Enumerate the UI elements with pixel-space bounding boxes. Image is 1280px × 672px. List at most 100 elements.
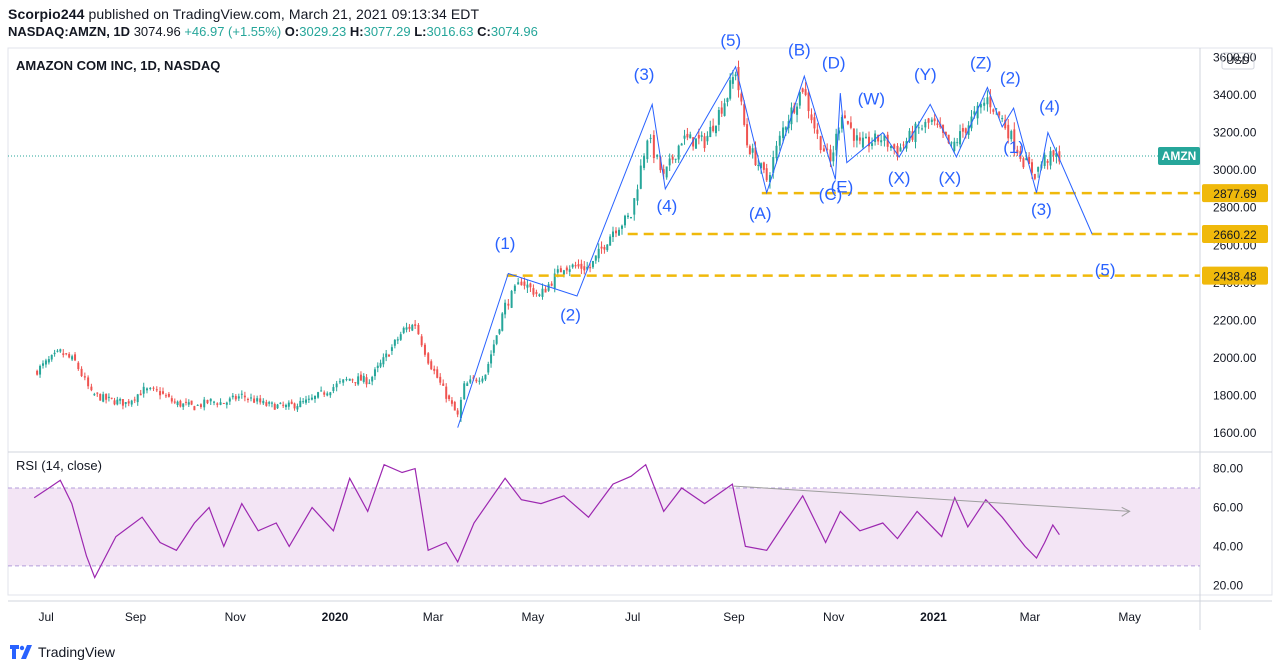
candle-body (41, 363, 44, 366)
candle-body (490, 354, 493, 364)
candle-body (883, 135, 886, 141)
candle-body (332, 387, 335, 392)
candle-body (56, 350, 59, 352)
candle-body (139, 393, 142, 396)
candle-body (498, 329, 501, 334)
candle-body (976, 105, 979, 119)
candle-body (746, 124, 749, 146)
candle-body (594, 255, 597, 261)
candle-body (382, 357, 385, 365)
candle-body (757, 164, 760, 167)
candle-body (983, 102, 986, 106)
candle-body (574, 265, 577, 267)
candle-body (317, 392, 320, 398)
candle-body (368, 382, 371, 384)
candle-body (335, 383, 338, 388)
candle-body (270, 402, 273, 404)
candle-body (1033, 173, 1036, 179)
candle-body (778, 135, 781, 146)
price-tick-label: 3400.00 (1213, 88, 1257, 102)
candle-body (665, 166, 668, 178)
candle-body (320, 390, 323, 392)
wave-label: (1) (1003, 138, 1024, 157)
time-tick-label: Mar (423, 610, 444, 624)
wave-label: (1) (495, 234, 516, 253)
candle-body (964, 128, 967, 133)
candle-body (816, 129, 819, 134)
candle-body (442, 383, 445, 386)
candle-body (908, 130, 911, 142)
high-value: 3077.29 (363, 24, 411, 39)
candle-body (119, 399, 122, 401)
candle-body (924, 121, 927, 128)
candle-body (87, 377, 90, 387)
candle-body (1046, 160, 1049, 163)
candle-body (345, 379, 348, 381)
candle-body (307, 398, 310, 400)
candle-body (450, 400, 453, 404)
candle-body (731, 77, 734, 84)
candle-body (469, 379, 472, 383)
candle-body (65, 353, 68, 355)
candle-body (159, 391, 162, 396)
candle-body (840, 116, 843, 129)
candle-body (843, 115, 846, 119)
candle-body (179, 400, 182, 407)
candle-body (256, 398, 259, 402)
time-tick-label: Mar (1020, 610, 1041, 624)
candle-body (864, 136, 867, 139)
candle-body (620, 225, 623, 229)
candle-body (852, 128, 855, 141)
candle-body (273, 404, 276, 410)
candle-body (944, 131, 947, 136)
publisher-name[interactable]: Scorpio244 (8, 6, 85, 22)
level-price-badge (1202, 266, 1268, 285)
candle-body (433, 368, 436, 371)
candle-body (896, 145, 899, 157)
candle-body (456, 410, 459, 415)
candle-body (911, 131, 914, 140)
candle-body (193, 406, 196, 411)
ticker-badge-label: AMZN (1162, 149, 1197, 163)
candle-body (396, 339, 399, 341)
candle-body (586, 266, 589, 270)
time-tick-label: Jul (625, 610, 640, 624)
candle-body (448, 395, 451, 400)
candle-body (914, 123, 917, 142)
candle-body (1052, 150, 1055, 156)
candle-body (992, 109, 995, 112)
tradingview-logo[interactable]: TradingView (10, 644, 115, 660)
candle-body (835, 133, 838, 151)
candle-body (947, 134, 950, 144)
candle-body (832, 152, 835, 162)
time-tick-label: May (1118, 610, 1141, 624)
chart-canvas[interactable]: 1600.001800.002000.002200.002400.002600.… (0, 0, 1280, 640)
candle-body (152, 387, 155, 389)
time-tick-label: 2020 (322, 610, 349, 624)
wave-label: (A) (749, 204, 772, 223)
candle-body (580, 263, 583, 269)
candle-body (310, 397, 313, 400)
candle-body (662, 169, 665, 174)
candle-body (39, 365, 42, 375)
close-label: C: (477, 24, 491, 39)
candle-body (167, 393, 170, 397)
candle-body (765, 168, 768, 181)
symbol-label: NASDAQ:AMZN, 1D (8, 24, 131, 39)
candle-body (517, 282, 520, 285)
price-tick-label: 1800.00 (1213, 389, 1257, 403)
candle-body (874, 133, 877, 143)
candle-body (686, 133, 689, 138)
candle-body (609, 236, 612, 246)
price-tick-label: 2200.00 (1213, 313, 1257, 327)
candle-body (510, 290, 513, 308)
candle-body (133, 399, 136, 401)
price-tick-label: 2000.00 (1213, 351, 1257, 365)
candle-body (717, 110, 720, 125)
candle-body (402, 327, 405, 333)
candle-body (142, 386, 145, 394)
wave-label: (W) (858, 89, 885, 108)
time-tick-label: Nov (823, 610, 844, 624)
candle-body (849, 122, 852, 128)
candle-body (173, 401, 176, 403)
